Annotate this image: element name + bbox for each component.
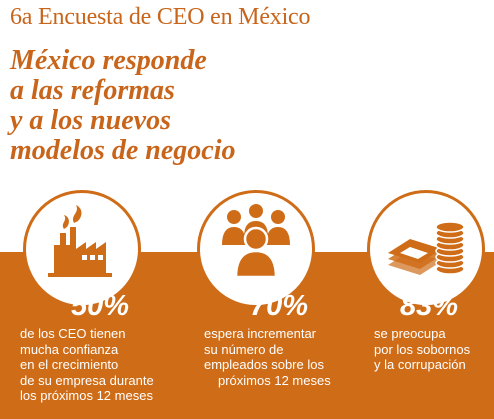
people-group-icon [222,204,290,279]
stat-text-line: se preocupa [374,326,446,341]
factory-icon-circle [23,190,141,308]
stat-text-line: los próximos 12 meses [20,388,153,403]
survey-title: 6a Encuesta de CEO en México [10,4,311,30]
people-group-icon-circle [197,190,315,308]
money-coins-icon [388,221,465,275]
money-coins-icon-circle [367,190,485,308]
stat-text-line: y la corrupación [374,357,466,372]
stat-text-line: su número de [204,341,284,357]
stat-employee-growth: 70% espera incrementar su número de empl… [204,290,354,388]
stat-corruption-concern: 83% se preocupa por los sobornos y la co… [370,290,488,373]
stat-percent: 70% [249,290,309,322]
stat-text-line: de los CEO tienen [20,326,126,341]
stat-text-line: empleados sobre los [204,357,324,372]
stat-text-line: por los sobornos [374,341,471,357]
headline-line: a las reformas [10,75,175,106]
stat-text-line: en el crecimiento [20,357,119,372]
stat-ceo-confidence: 50% de los CEO tienen mucha confianza en… [20,290,180,404]
headline-line: y a los nuevos [10,105,171,136]
factory-icon [48,205,112,277]
stat-text-line: espera incrementar [204,326,316,341]
stat-percent: 50% [70,290,130,322]
headline-line: modelos de negocio [10,135,236,166]
headline: México responde a las reformas y a los n… [10,46,490,166]
stat-text-line: de su empresa durante [20,372,154,388]
stat-percent: 83% [399,290,459,322]
headline-line: México responde [10,45,207,76]
stat-text-line: próximos 12 meses [218,372,331,388]
stat-text-line: mucha confianza [20,341,119,357]
